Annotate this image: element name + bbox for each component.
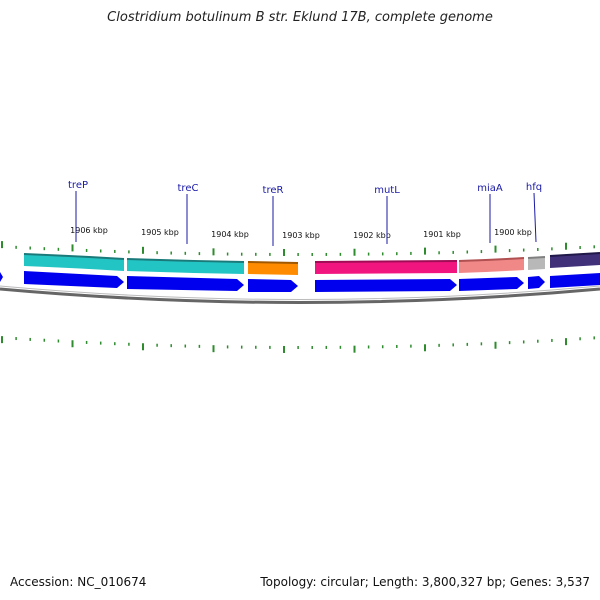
cds-arrow-miaA[interactable] — [459, 277, 524, 291]
scale-label-1905: 1905 kbp — [141, 228, 179, 237]
scale-label-1901: 1901 kbp — [423, 230, 461, 239]
scale-label-1904: 1904 kbp — [211, 230, 249, 239]
genome-backbone — [0, 287, 600, 304]
tick-row-top — [1, 241, 595, 256]
scale-label-1900: 1900 kbp — [494, 228, 532, 237]
genome-stats-text: Topology: circular; Length: 3,800,327 bp… — [260, 575, 590, 589]
gene-label-miaA[interactable]: miaA — [477, 183, 503, 194]
gene-block-treC[interactable] — [127, 259, 244, 274]
gene-label-treP[interactable]: treP — [68, 180, 88, 191]
gene-block-mutL[interactable] — [315, 261, 457, 274]
gene-label-hfq[interactable]: hfq — [526, 182, 542, 193]
gene-label-treC[interactable]: treC — [178, 183, 199, 194]
cds-arrow-treC[interactable] — [127, 276, 244, 291]
gene-labels: treP treC treR mutL miaA hfq — [68, 180, 542, 196]
cds-arrow-mutL[interactable] — [315, 279, 457, 292]
gene-track — [23, 252, 600, 275]
gene-block-treR[interactable] — [248, 262, 298, 275]
cds-arrow-next[interactable] — [550, 273, 600, 288]
cds-track — [0, 271, 600, 292]
gene-block-miaA[interactable] — [459, 258, 524, 273]
accession-text: Accession: NC_010674 — [10, 575, 147, 589]
scale-labels: 1906 kbp 1905 kbp 1904 kbp 1903 kbp 1902… — [70, 226, 532, 240]
map-title: Clostridium botulinum B str. Eklund 17B,… — [107, 10, 493, 25]
gene-label-treR[interactable]: treR — [263, 185, 284, 196]
scale-label-1906: 1906 kbp — [70, 226, 108, 235]
gene-label-lines — [75, 191, 537, 246]
cds-arrow-treR[interactable] — [248, 279, 298, 292]
tick-row-bottom — [1, 336, 595, 353]
scale-label-1902: 1902 kbp — [353, 231, 391, 240]
cds-arrow-treP[interactable] — [24, 271, 124, 288]
cds-arrow-left-edge[interactable] — [0, 272, 3, 282]
gene-block-hfq[interactable] — [528, 257, 545, 270]
cds-arrow-hfq[interactable] — [528, 276, 545, 289]
gene-block-next[interactable] — [550, 253, 600, 268]
scale-label-1903: 1903 kbp — [282, 231, 320, 240]
gene-label-mutL[interactable]: mutL — [374, 185, 400, 196]
